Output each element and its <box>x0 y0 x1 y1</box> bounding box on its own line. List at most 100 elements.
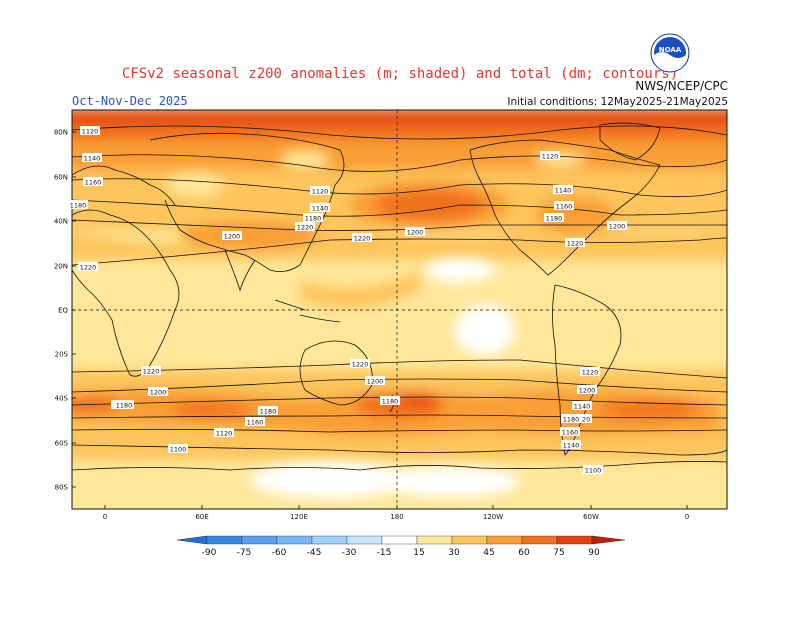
colorbar-tick: 60 <box>518 548 530 558</box>
contour-label: 1220 <box>582 369 599 377</box>
contour-label-bg <box>544 213 564 222</box>
lon-label: 0 <box>103 513 107 521</box>
map-frame <box>71 109 728 510</box>
colorbar-tick: -75 <box>237 548 252 558</box>
contour-label-bg <box>561 414 581 423</box>
latitude-labels: 80N 60N 40N 20N EQ 20S 40S 60S 80S <box>54 129 76 492</box>
contour-label-bg <box>577 385 597 394</box>
contour-label: 1200 <box>609 223 626 231</box>
contour-label-bg <box>222 231 242 240</box>
contour-label: 1100 <box>170 446 187 454</box>
contour-label: 1200 <box>407 229 424 237</box>
contour-label: 1140 <box>555 187 572 195</box>
contour-label: 1220 <box>143 368 160 376</box>
colorbar-tick: -15 <box>377 548 392 558</box>
contour-label-bg <box>405 227 425 236</box>
contour-label-bg <box>310 203 330 212</box>
lat-label: 80N <box>54 129 68 137</box>
lat-label: 80S <box>55 484 69 492</box>
contour-label-bg <box>303 213 323 222</box>
contour-label: 1160 <box>556 203 573 211</box>
colorbar-tick: -30 <box>342 548 357 558</box>
contour-label-bg <box>258 406 278 415</box>
contour-label-bg <box>572 401 592 410</box>
contour-label-bg <box>565 238 585 247</box>
contour-label-bg <box>295 222 315 231</box>
contour-label-bg <box>561 440 581 449</box>
colorbar-segment <box>416 535 453 545</box>
colorbar-tick: 90 <box>588 548 600 558</box>
contour-label: 1220 <box>354 235 371 243</box>
lat-label: 20S <box>55 351 69 359</box>
contour-label: 1200 <box>150 389 167 397</box>
height-contours <box>72 125 727 456</box>
contour-label: 1180 <box>546 215 563 223</box>
contour-label: 1220 <box>567 240 584 248</box>
contour-label: 1120 <box>216 430 233 438</box>
colorbar-tick: 15 <box>413 548 424 558</box>
contour-label-bg <box>82 153 102 162</box>
lat-label: 40S <box>55 395 69 403</box>
lon-label: 180 <box>390 513 403 521</box>
colorbar-segment <box>241 535 278 545</box>
colorbar-segment <box>451 535 488 545</box>
contour-label: 1140 <box>563 442 580 450</box>
contour-label: 1180 <box>305 215 322 223</box>
colorbar-tick: -60 <box>272 548 287 558</box>
contour-label: 1160 <box>562 429 579 437</box>
contour-label: 1180 <box>260 408 277 416</box>
contour-label-bg <box>572 414 592 423</box>
lon-label: 120E <box>290 513 308 521</box>
noaa-logo-icon: NOAA <box>650 33 690 73</box>
lon-label: 60E <box>195 513 208 521</box>
contour-label: 1120 <box>574 416 591 424</box>
colorbar-segment <box>311 535 348 545</box>
contour-label: 1180 <box>563 416 580 424</box>
contour-label-bg <box>245 417 265 426</box>
forecast-period: Oct-Nov-Dec 2025 <box>72 94 188 108</box>
colorbar-segment <box>206 535 243 545</box>
colorbar-arrow-left <box>176 535 208 545</box>
contour-label-bg <box>310 186 330 195</box>
colorbar-segment <box>381 535 418 545</box>
contour-label-bg <box>78 262 98 271</box>
contour-label-bg <box>540 151 560 160</box>
contour-label-bg <box>68 200 88 209</box>
contour-label-bg <box>114 400 134 409</box>
contour-label: 1160 <box>85 179 102 187</box>
contour-label: 1220 <box>80 264 97 272</box>
lon-label: 120W <box>483 513 503 521</box>
colorbar-segment <box>521 535 558 545</box>
lat-label: EQ <box>58 307 68 315</box>
contour-label-bg <box>80 126 100 135</box>
contour-label-bg <box>352 233 372 242</box>
colorbar: -90 -75 -60 -45 -30 -15 15 30 45 60 75 90 <box>176 535 626 558</box>
contour-label: 1200 <box>367 378 384 386</box>
contour-label-bg <box>350 359 370 368</box>
contour-label-bg <box>560 427 580 436</box>
contour-label: 1120 <box>312 188 329 196</box>
colorbar-segment <box>556 535 593 545</box>
colorbar-tick: 30 <box>448 548 460 558</box>
contour-label: 1120 <box>82 128 99 136</box>
contour-label-bg <box>365 376 385 385</box>
colorbar-tick: -45 <box>307 548 322 558</box>
contour-label-bg <box>214 428 234 437</box>
svg-text:NOAA: NOAA <box>659 46 682 54</box>
contour-label: 1140 <box>312 205 329 213</box>
contour-label-bg <box>553 185 573 194</box>
agency-label: NWS/NCEP/CPC <box>635 79 728 93</box>
contour-label-bg <box>148 387 168 396</box>
contour-label-bg <box>83 177 103 186</box>
lon-label: 0 <box>685 513 689 521</box>
contour-label: 1100 <box>585 467 602 475</box>
contour-label: 1140 <box>574 403 591 411</box>
colorbar-tick: 75 <box>553 548 564 558</box>
lat-label: 20N <box>54 263 68 271</box>
lat-label: 40N <box>54 218 68 226</box>
contour-labels: 1120 1140 1160 1180 1200 1220 1120 1140 1180 1220… <box>68 126 627 475</box>
contour-label: 1200 <box>224 233 241 241</box>
colorbar-segment <box>346 535 383 545</box>
contour-label: 1160 <box>247 419 264 427</box>
